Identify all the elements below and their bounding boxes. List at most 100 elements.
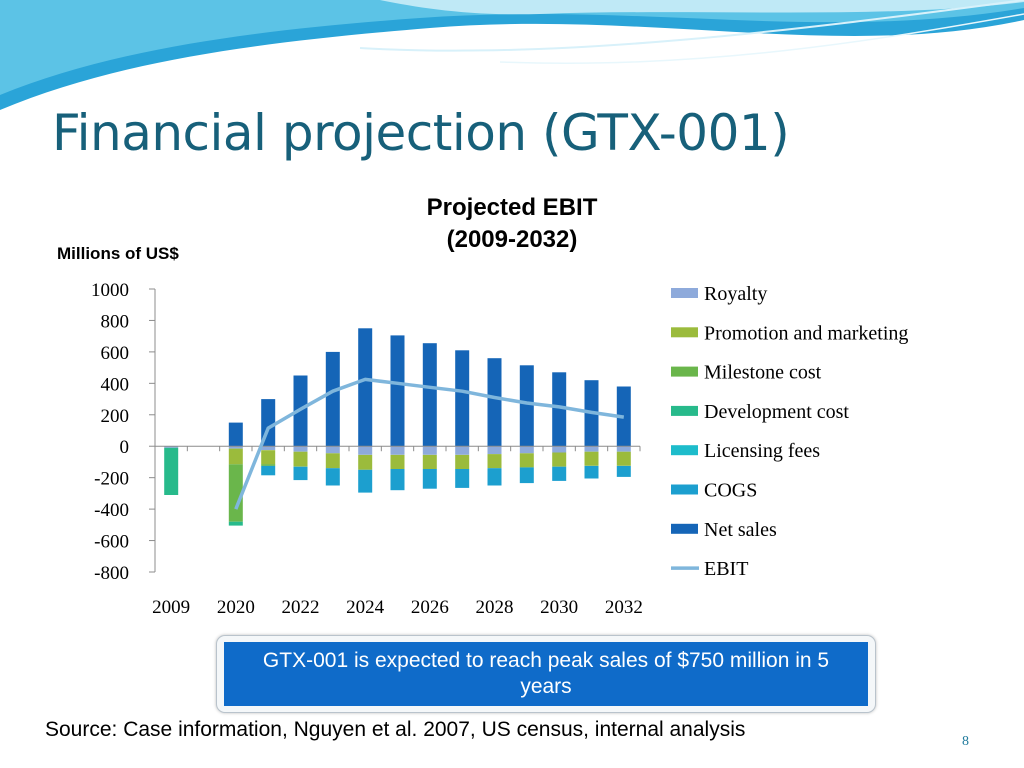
bar-cogs-2024 (358, 469, 373, 493)
y-tick-label: -200 (94, 469, 129, 490)
bar-promotion-and-marketing-2028 (487, 454, 502, 469)
bar-cogs-2029 (519, 467, 534, 484)
y-tick-label: 600 (101, 343, 130, 364)
bar-promotion-and-marketing-2027 (455, 454, 470, 470)
bar-development-cost-2009 (164, 447, 179, 495)
legend-swatch (671, 288, 698, 298)
bar-promotion-and-marketing-2022 (293, 451, 308, 467)
bar-cogs-2025 (390, 469, 405, 491)
legend-label: Promotion and marketing (704, 322, 908, 344)
x-tick-label: 2028 (476, 597, 514, 618)
bar-promotion-and-marketing-2030 (552, 452, 567, 467)
legend-label: COGS (704, 480, 757, 502)
bar-royalty-2020 (228, 446, 243, 449)
bar-net-sales-2024 (358, 328, 373, 447)
slide-title: Financial projection (GTX-001) (52, 104, 790, 162)
bar-net-sales-2026 (422, 343, 437, 447)
y-tick-label: 1000 (91, 280, 129, 301)
bar-cogs-2026 (422, 469, 437, 489)
bar-promotion-and-marketing-2026 (422, 454, 437, 470)
bar-promotion-and-marketing-2032 (616, 451, 631, 466)
bar-cogs-2032 (616, 465, 631, 477)
legend-item-ebit: EBIT (671, 558, 748, 580)
source-note: Source: Case information, Nguyen et al. … (45, 718, 746, 741)
bar-royalty-2021 (261, 446, 276, 451)
chart-title-line-1: Projected EBIT (426, 194, 598, 221)
bar-net-sales-2027 (455, 350, 470, 447)
x-tick-label: 2026 (411, 597, 449, 618)
y-tick-label: -400 (94, 500, 129, 521)
chart-title: Projected EBIT (2009-2032) (352, 192, 672, 256)
bar-cogs-2031 (584, 465, 599, 479)
bar-royalty-2026 (422, 446, 437, 455)
bar-net-sales-2023 (325, 351, 340, 447)
legend-label: Development cost (704, 401, 849, 423)
y-tick-label: 0 (120, 437, 130, 458)
bar-net-sales-2025 (390, 335, 405, 447)
bar-royalty-2025 (390, 446, 405, 455)
chart-title-line-2: (2009-2032) (446, 226, 578, 253)
legend-item-licensing-fees: Licensing fees (671, 440, 820, 462)
bar-cogs-2027 (455, 469, 470, 488)
legend-item-royalty: Royalty (671, 283, 767, 305)
bar-promotion-and-marketing-2025 (390, 454, 405, 470)
legend-item-milestone-cost: Milestone cost (671, 362, 822, 384)
header-wave-mid (0, 0, 1024, 95)
header-wave-line (359, 0, 1024, 52)
axes-group: 1000 800 600 400 200 0 -200 -400 -600 -800 2009 202… (91, 280, 643, 618)
x-tick-label: 2030 (540, 597, 578, 618)
line-ebit (234, 377, 625, 510)
bar-cogs-2023 (325, 468, 340, 486)
bar-royalty-2023 (325, 446, 340, 454)
ebit-line-group (234, 377, 625, 510)
legend-label: Net sales (704, 519, 777, 541)
bar-royalty-2024 (358, 446, 373, 455)
bar-royalty-2028 (487, 446, 502, 455)
bar-promotion-and-marketing-2020 (228, 448, 243, 465)
bar-net-sales-2029 (519, 365, 534, 447)
bar-cogs-2028 (487, 468, 502, 486)
bar-promotion-and-marketing-2023 (325, 453, 340, 469)
bar-royalty-2030 (552, 446, 567, 453)
legend-swatch (671, 366, 698, 377)
callout-box: GTX-001 is expected to reach peak sales … (224, 642, 868, 706)
callout-text: GTX-001 is expected to reach peak sales … (262, 649, 830, 698)
bar-royalty-2027 (455, 446, 470, 455)
y-tick-label: 200 (101, 406, 130, 427)
legend-swatch (671, 327, 698, 338)
bar-cogs-2030 (552, 466, 567, 481)
y-tick-label: 400 (101, 374, 130, 395)
legend-swatch (671, 405, 698, 416)
stacked-bar-chart: 1000 800 600 400 200 0 -200 -400 -600 -800 2009 202… (91, 280, 908, 618)
y-tick-label: 800 (101, 311, 130, 332)
legend-label: EBIT (704, 558, 748, 580)
bar-milestone-cost-2021 (261, 464, 276, 466)
legend-label: Licensing fees (704, 440, 820, 462)
legend-label: Milestone cost (704, 362, 822, 384)
bar-cogs-2022 (293, 466, 308, 481)
bar-royalty-2009 (164, 446, 179, 448)
legend-item-cogs: COGS (671, 480, 757, 502)
legend-label: Royalty (704, 283, 767, 305)
bar-royalty-2031 (584, 446, 599, 452)
legend-item-promotion-and-marketing: Promotion and marketing (671, 322, 908, 344)
bar-royalty-2032 (616, 446, 631, 452)
y-tick-label: -600 (94, 532, 129, 553)
x-tick-label: 2024 (346, 597, 385, 618)
bar-royalty-2029 (519, 446, 534, 454)
legend-item-net-sales: Net sales (671, 519, 777, 541)
x-tick-label: 2022 (282, 597, 320, 618)
legend-swatch (671, 523, 698, 534)
legend-item-development-cost: Development cost (671, 401, 849, 423)
page-number: 8 (962, 734, 969, 749)
x-tick-label: 2020 (217, 597, 255, 618)
bar-net-sales-2028 (487, 358, 502, 447)
bar-net-sales-2030 (552, 372, 567, 447)
header-wave-line-2 (499, 13, 1024, 65)
bar-milestone-cost-2020 (228, 464, 243, 522)
bar-promotion-and-marketing-2029 (519, 453, 534, 468)
legend: Royalty Promotion and marketing Milestone … (671, 283, 908, 580)
bar-development-cost-2020 (228, 521, 243, 526)
bar-cogs-2021 (261, 465, 276, 476)
x-tick-label: 2009 (152, 597, 190, 618)
